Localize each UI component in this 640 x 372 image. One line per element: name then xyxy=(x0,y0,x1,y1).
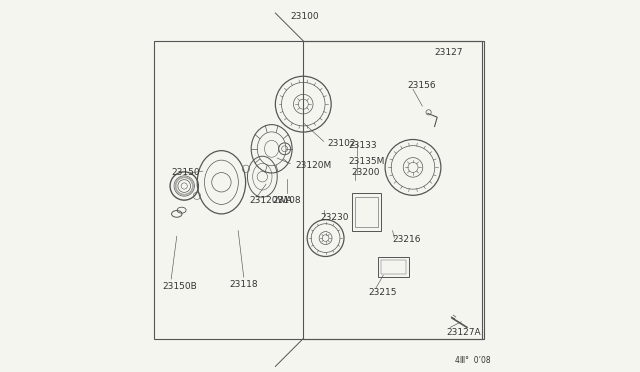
Text: 23135M: 23135M xyxy=(348,157,384,166)
Text: 23108: 23108 xyxy=(272,196,301,205)
Text: 23127A: 23127A xyxy=(447,328,481,337)
Bar xyxy=(381,260,406,274)
Text: 23120WA: 23120WA xyxy=(250,196,292,205)
Text: 23133: 23133 xyxy=(348,141,376,150)
Bar xyxy=(303,41,484,339)
Bar xyxy=(355,197,378,227)
Text: 23118: 23118 xyxy=(229,280,258,289)
Text: 23150B: 23150B xyxy=(162,282,196,291)
Text: 23216: 23216 xyxy=(392,235,421,244)
Text: 23127: 23127 xyxy=(434,48,463,57)
Bar xyxy=(351,193,381,231)
Text: 23100: 23100 xyxy=(291,12,319,21)
Text: 23120M: 23120M xyxy=(296,161,332,170)
Text: 23150: 23150 xyxy=(172,169,200,177)
Text: 23102: 23102 xyxy=(328,139,356,148)
Bar xyxy=(378,257,410,277)
Text: 23156: 23156 xyxy=(408,81,436,90)
Bar xyxy=(154,41,482,339)
Text: 23230: 23230 xyxy=(320,213,349,222)
Text: 23200: 23200 xyxy=(351,169,380,177)
Text: 4Ⅲ°  0’08: 4Ⅲ° 0’08 xyxy=(456,356,491,365)
Text: 23215: 23215 xyxy=(369,288,397,296)
